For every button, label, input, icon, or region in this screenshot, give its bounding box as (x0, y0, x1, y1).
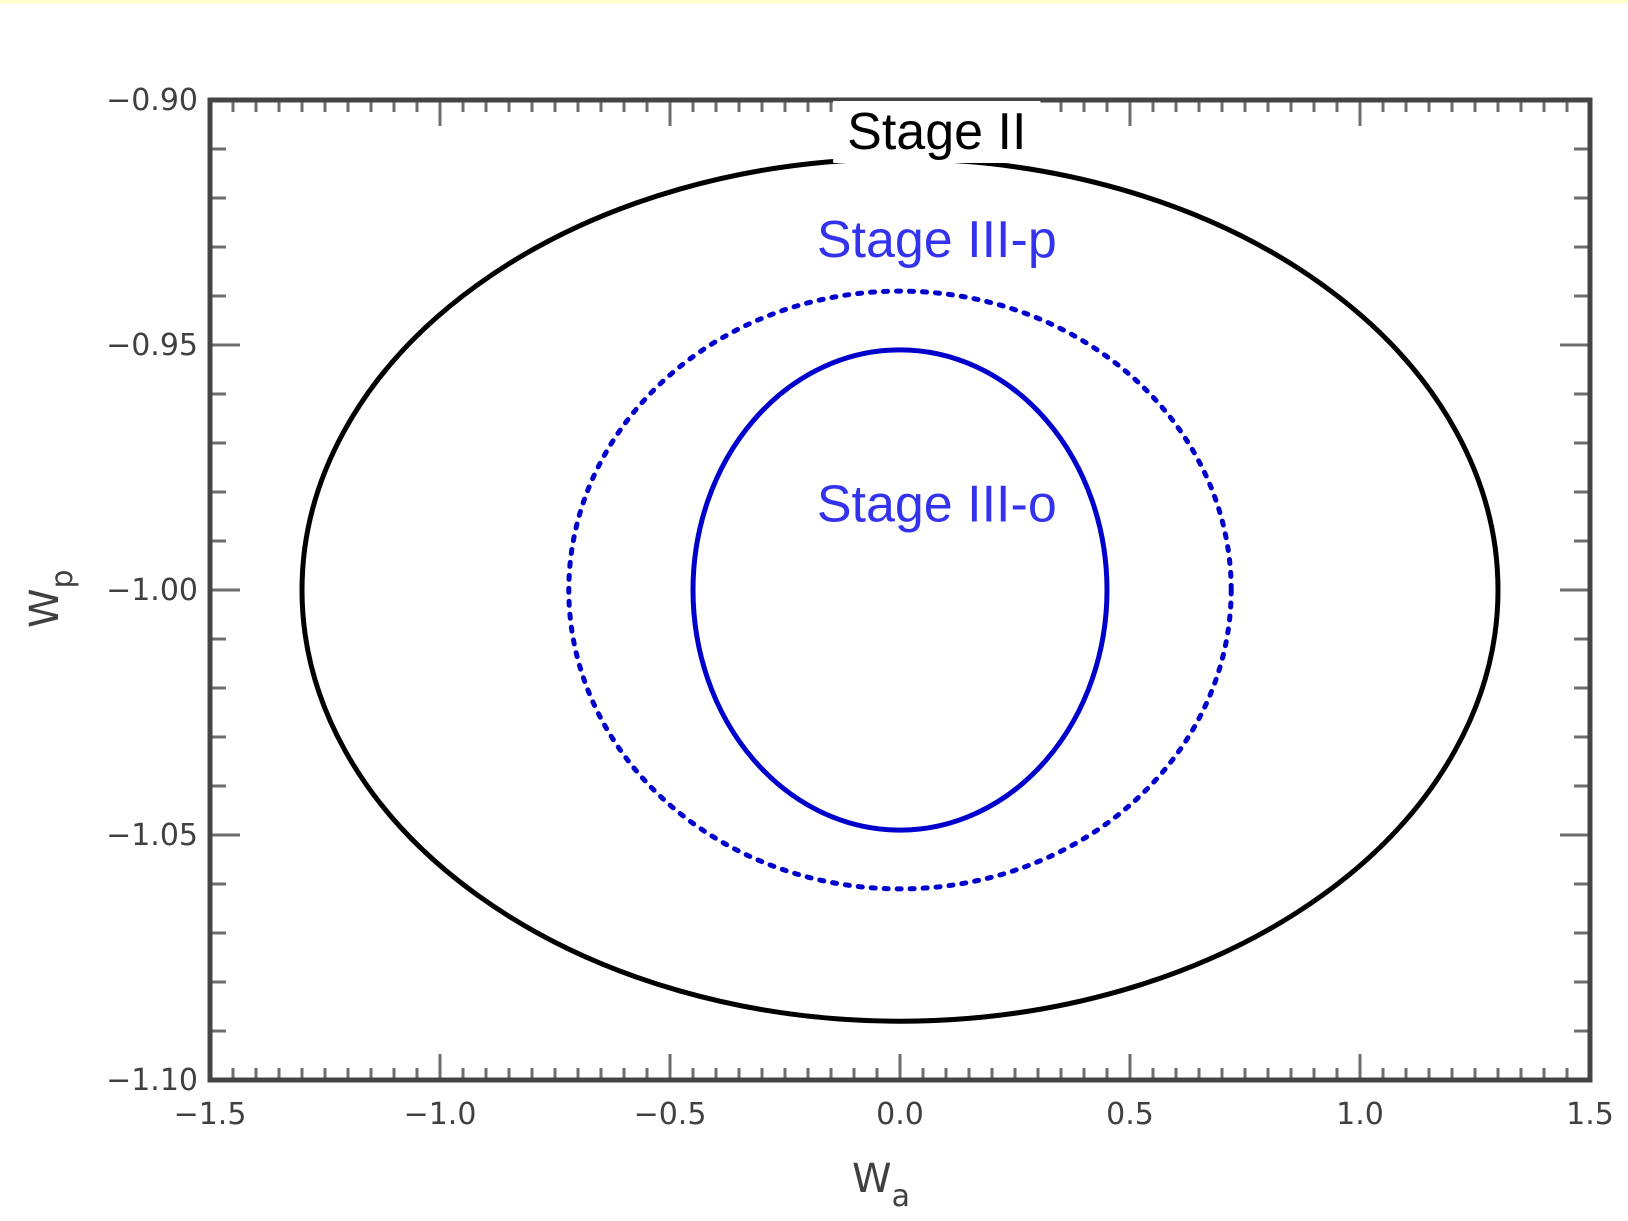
plot-frame (207, 97, 1593, 1083)
series-label: Stage III-p (817, 211, 1057, 269)
y-tick-label: −1.10 (106, 1063, 198, 1098)
label-mask (833, 101, 1041, 163)
label-mask (802, 473, 1071, 536)
x-tick-label: 1.5 (1566, 1097, 1614, 1132)
series-label: Stage II (847, 103, 1026, 161)
series-curve (566, 288, 1234, 892)
x-tick-label: −0.5 (634, 1097, 707, 1132)
x-axis-title-subscript: a (892, 1179, 910, 1214)
x-axis-title-main: W (852, 1156, 892, 1202)
x-tick-label: 1.0 (1336, 1097, 1384, 1132)
tick-labels: −1.5 −1.0 −0.5 0.0 0.5 1.0 1.5 −0.90 −0.95 −1.00 −… (106, 83, 1614, 1132)
y-tick-label: −0.95 (106, 328, 198, 363)
series-label: Stage III-o (817, 475, 1057, 533)
y-axis-title: Wp (22, 569, 80, 628)
x-tick-label: −1.0 (404, 1097, 477, 1132)
y-tick-label: −0.90 (106, 83, 198, 118)
series-annotations: Stage II Stage III-p Stage III-o (817, 103, 1057, 533)
label-masks (802, 101, 1071, 536)
y-tick-label: −1.00 (106, 573, 198, 608)
x-axis-title: Wa (852, 1156, 910, 1214)
series-curve (299, 156, 1501, 1024)
x-tick-label: 0.5 (1106, 1097, 1154, 1132)
label-mask (802, 208, 1071, 271)
top-border-strip (0, 0, 1628, 3)
y-axis-title-main: W (22, 588, 68, 628)
x-tick-label: −1.5 (174, 1097, 247, 1132)
y-axis-title-subscript: p (45, 569, 80, 588)
contour-curves (299, 156, 1501, 1024)
x-tick-label: 0.0 (876, 1097, 924, 1132)
y-tick-label: −1.05 (106, 818, 198, 853)
series-curve (690, 347, 1110, 833)
